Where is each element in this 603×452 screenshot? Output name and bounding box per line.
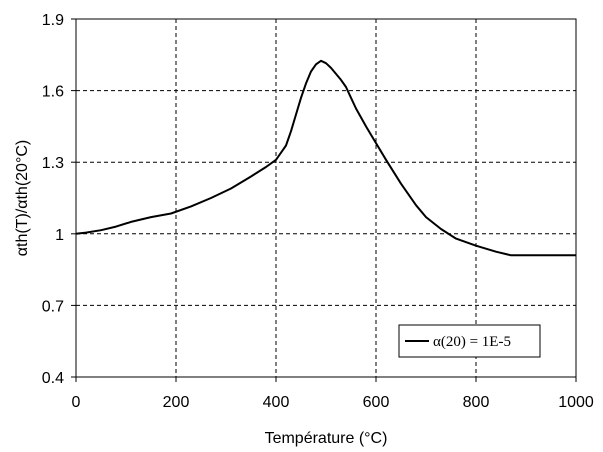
legend-label: α(20) = 1E-5 — [433, 334, 511, 350]
x-axis-title: Température (°C) — [265, 430, 388, 447]
y-tick-label: 1.3 — [42, 155, 64, 172]
legend: α(20) = 1E-5 — [398, 324, 541, 358]
series-line — [75, 59, 576, 257]
grid — [76, 19, 576, 377]
axis-ticks: 0 200 400 600 800 1000 0.4 0.7 1 1.3 1.6 1.9 — [42, 12, 594, 411]
x-tick-label: 0 — [72, 394, 81, 411]
y-tick-label: 0.7 — [42, 298, 64, 315]
y-tick-label: 1.9 — [42, 12, 64, 29]
y-tick-label: 1 — [55, 227, 64, 244]
y-tick-label: 1.6 — [42, 84, 64, 101]
x-tick-label: 800 — [463, 394, 490, 411]
x-tick-label: 200 — [163, 394, 190, 411]
series-layer — [75, 59, 576, 257]
y-tick-label: 0.4 — [42, 370, 64, 387]
x-tick-label: 1000 — [558, 394, 594, 411]
plot-area-frame — [75, 18, 577, 378]
y-axis-title: αth(T)/αth(20°C) — [14, 140, 31, 256]
x-tick-label: 400 — [263, 394, 290, 411]
x-tick-label: 600 — [363, 394, 390, 411]
